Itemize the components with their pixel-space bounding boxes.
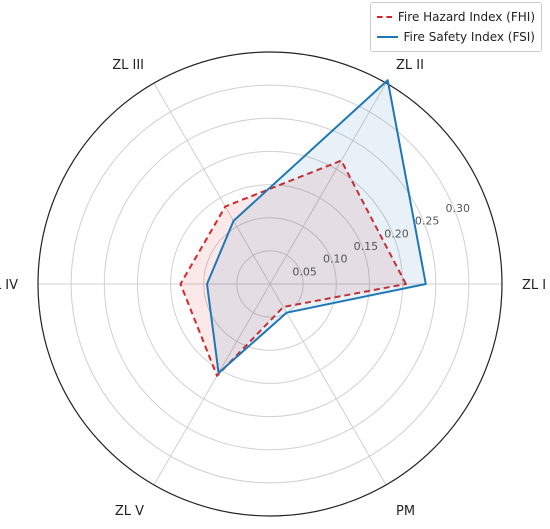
radial-tick-label: 0.15 — [354, 240, 379, 253]
outer-frame — [37, 51, 503, 517]
grid-spoke — [269, 82, 387, 285]
category-label: ZL IV — [0, 278, 18, 293]
category-label: ZL I — [522, 278, 546, 293]
category-label: ZL III — [112, 58, 144, 73]
category-label: PM — [396, 504, 415, 519]
legend-swatch-fsi — [377, 32, 398, 42]
radial-tick-label: 0.25 — [415, 215, 440, 228]
radial-tick-label: 0.10 — [323, 253, 348, 266]
legend-item-fhi: Fire Hazard Index (FHI) — [377, 7, 535, 27]
radial-tick-label: 0.05 — [292, 265, 317, 278]
series-fill-1 — [207, 80, 426, 373]
grid-spoke — [153, 283, 271, 486]
radial-tick-label: 0.20 — [384, 227, 409, 240]
legend-label-fhi: Fire Hazard Index (FHI) — [397, 10, 535, 24]
radar-grid — [37, 51, 503, 517]
legend-item-fsi: Fire Safety Index (FSI) — [377, 27, 535, 47]
category-label: ZL V — [115, 504, 144, 519]
radar-labels: 0.05 0.10 0.15 0.20 0.25 0.30 ZL I ZL II ZL III Z… — [0, 58, 546, 519]
radial-tick-label: 0.30 — [445, 202, 470, 215]
legend: Fire Hazard Index (FHI) Fire Safety Inde… — [370, 2, 542, 52]
legend-swatch-fhi — [377, 12, 392, 22]
series-fill-0 — [180, 160, 406, 376]
radar-series — [179, 79, 427, 377]
legend-label-fsi: Fire Safety Index (FSI) — [403, 30, 536, 44]
category-label: ZL II — [396, 58, 424, 73]
grid-spoke — [269, 283, 387, 486]
grid-spoke — [153, 82, 271, 285]
